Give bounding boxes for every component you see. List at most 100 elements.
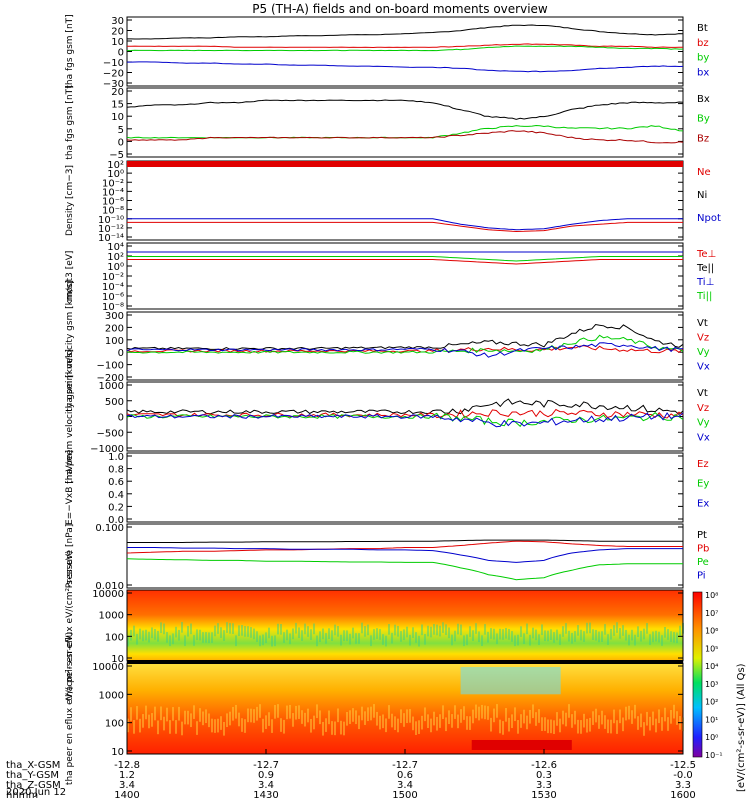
spectrogram-cell (640, 713, 642, 728)
spectrogram-cell (484, 705, 486, 720)
spectrogram-cell (430, 626, 432, 638)
spectrogram-cell (628, 634, 630, 646)
spectrogram-cell (352, 627, 354, 639)
spectrogram-cell (139, 628, 141, 640)
spectrogram-cell (631, 710, 633, 724)
y-tick-label: 10⁻⁶ (102, 197, 124, 208)
spectrogram-cell (646, 711, 648, 726)
spectrogram-cell (355, 633, 357, 644)
spectrogram-cell (643, 722, 645, 736)
y-tick-label: 1000 (99, 611, 124, 622)
spectrogram-cell (673, 631, 675, 643)
spectrogram-cell (289, 633, 291, 645)
y-tick-label: −5 (109, 150, 124, 161)
spectrogram-cell (499, 719, 501, 734)
x-tick-label: 1600 (670, 790, 695, 800)
spectrogram-cell (361, 706, 363, 721)
spectrogram-cell (508, 629, 510, 640)
spectrogram-cell (472, 630, 474, 641)
spectrogram-cell (471, 740, 572, 750)
y-tick-label: 0.2 (108, 502, 124, 513)
spectrogram-cell (280, 718, 282, 732)
spectrogram-cell (229, 622, 231, 634)
spectrogram-cell (559, 718, 561, 733)
spectrogram-cell (346, 711, 348, 726)
spectrogram-cell (403, 713, 405, 727)
spectrogram-cell (451, 634, 453, 646)
y-axis-label: tha fgs gsm [nT] (65, 14, 75, 88)
spectrogram-cell (340, 634, 342, 646)
spectrogram-cell (421, 715, 423, 730)
spectrogram-cell (286, 705, 288, 720)
panel-frame (126, 160, 684, 241)
spectrogram-cell (529, 709, 531, 724)
spectrogram-cell (385, 635, 387, 647)
spectrogram-cell (391, 713, 393, 728)
spectrogram-cell (667, 629, 669, 640)
spectrogram-cell (445, 624, 447, 635)
spectrogram-cell (190, 713, 192, 728)
spectrogram-cell (505, 708, 507, 722)
y-tick-label: −1000 (90, 444, 124, 455)
spectrogram-cell (631, 629, 633, 641)
spectrogram-cell (460, 624, 462, 636)
spectrogram-cell (466, 716, 468, 730)
spectrogram-cell (178, 629, 180, 641)
y-tick-label: −20 (103, 69, 124, 80)
spectrogram-cell (376, 628, 378, 639)
spectrogram-cell (265, 632, 267, 644)
spectrogram-cell (346, 630, 348, 642)
spectrogram-cell (157, 630, 159, 642)
spectrogram-cell (442, 705, 444, 719)
y-tick-label: 300 (105, 311, 124, 322)
spectrogram-cell (400, 709, 402, 724)
spectrogram-cell (460, 667, 561, 695)
panel-7: 1.0 0.80.6 0.40.2 0.0 E=−VxB [mV/m] Ez Ey Ex (65, 450, 709, 526)
x-tick-label: 1430 (253, 790, 278, 800)
spectrogram-cell (655, 718, 657, 733)
spectrogram-cell (403, 629, 405, 641)
spectrogram-cell (127, 635, 129, 647)
spectrogram-cell (586, 718, 588, 733)
x-row-label: tha_Y-GSM (6, 770, 59, 781)
legend-label: Bz (697, 133, 709, 144)
colorbar-tick-label: 10⁸ (705, 591, 718, 600)
spectrogram-cell (355, 710, 357, 725)
y-tick-label: 15 (111, 100, 124, 111)
spectrogram-cell (139, 718, 141, 733)
spectrogram-cell (241, 625, 243, 636)
panel-9: 10000 1000 100 10 tha peir en eflux eV/(cm²-… (65, 550, 684, 701)
spectrogram-cell (496, 633, 498, 645)
spectrogram-cell (466, 634, 468, 646)
spectrogram-cell (475, 623, 477, 634)
spectrogram-cell (220, 627, 222, 638)
y-tick-label: 0 (118, 48, 124, 59)
spectrogram-cell (649, 716, 651, 731)
series-line-By (126, 124, 684, 139)
spectrogram-cell (316, 704, 318, 719)
spectrogram-cell (547, 719, 549, 734)
spectrogram-cell (481, 704, 483, 719)
spectrogram-cell (514, 707, 516, 722)
y-tick-label: 30 (111, 16, 124, 27)
legend-label: Bt (697, 23, 708, 34)
spectrogram-cell (634, 634, 636, 646)
spectrogram-cell (412, 716, 414, 731)
spectrogram-cell (523, 633, 525, 644)
spectrogram-cell (577, 625, 579, 636)
legend-label: Pb (697, 544, 709, 555)
spectrogram-cell (322, 628, 324, 640)
x-tick-label: 3.3 (675, 780, 691, 791)
spectrogram-cell (319, 631, 321, 643)
y-tick-label: 1.0 (108, 452, 124, 463)
spectrogram-cell (184, 710, 186, 725)
spectrogram-cell (250, 627, 252, 638)
spectrogram-cell (151, 713, 153, 727)
legend-label: Te⊥ (696, 249, 716, 260)
spectrogram-cell (289, 704, 291, 719)
spectrogram-cell (580, 629, 582, 641)
spectrogram-cell (271, 635, 273, 647)
spectrogram-cell (448, 710, 450, 725)
